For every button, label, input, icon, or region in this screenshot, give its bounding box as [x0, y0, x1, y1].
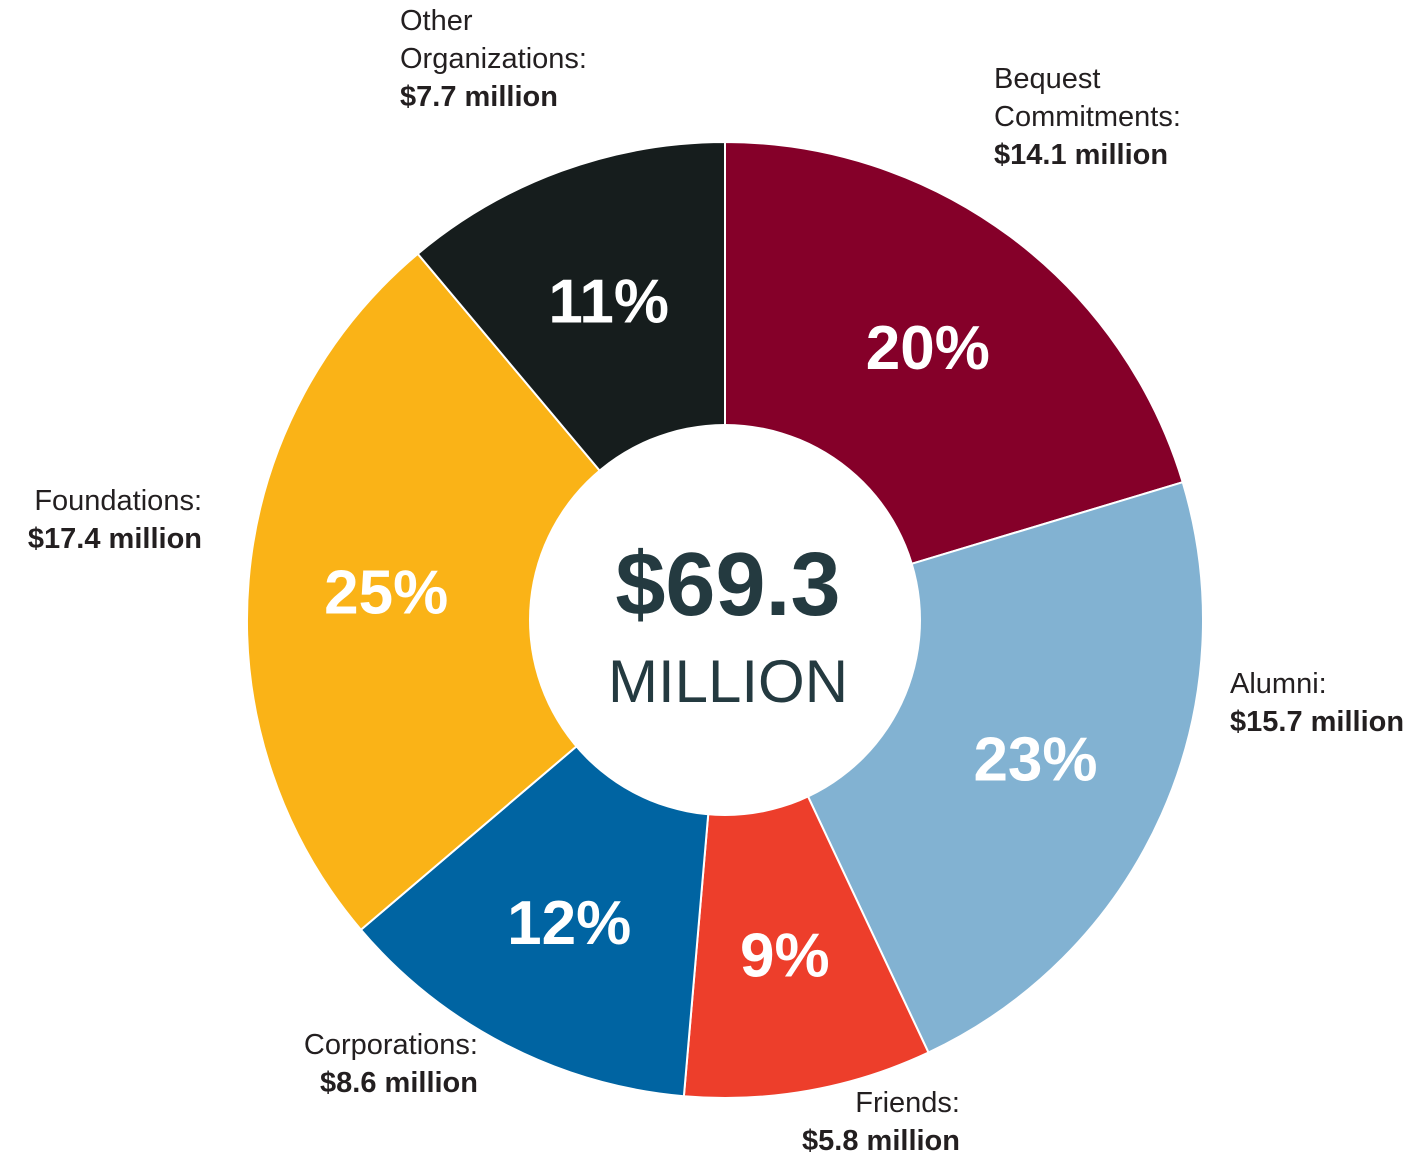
category-name-bequest: Commitments:: [994, 101, 1181, 133]
category-name-other: Organizations:: [400, 43, 587, 75]
category-amount-corporations: $8.6 million: [320, 1067, 478, 1099]
category-amount-other: $7.7 million: [400, 81, 558, 113]
category-amount-friends: $5.8 million: [802, 1125, 960, 1157]
category-label-foundations: Foundations: $17.4 million: [28, 485, 202, 555]
category-name-alumni: Alumni:: [1230, 668, 1327, 700]
category-amount-bequest: $14.1 million: [994, 139, 1168, 171]
slice-foundations: [246, 252, 727, 932]
category-name-bequest: Bequest: [994, 63, 1100, 95]
category-label-bequest: Bequest Commitments: $14.1 million: [994, 63, 1181, 171]
percent-label-alumni: 23%: [973, 725, 1097, 794]
category-name-friends: Friends:: [855, 1087, 960, 1119]
donut-hole: [529, 424, 921, 816]
center-total-amount: $69.3: [615, 535, 840, 635]
category-labels-group: Bequest Commitments: $14.1 million Alumni: $…: [28, 5, 1404, 1157]
percent-label-bequest: 20%: [866, 314, 990, 383]
percent-label-friends: 9%: [740, 922, 830, 991]
percent-label-foundations: 25%: [324, 559, 448, 628]
percent-label-corporations: 12%: [507, 889, 631, 958]
category-name-foundations: Foundations:: [34, 485, 202, 517]
category-amount-foundations: $17.4 million: [28, 523, 202, 555]
category-label-alumni: Alumni: $15.7 million: [1230, 668, 1404, 738]
percent-labels-group: 20% 23% 9% 12% 25% 11%: [324, 268, 1097, 991]
category-label-friends: Friends: $5.8 million: [802, 1087, 960, 1157]
category-label-other: Other Organizations: $7.7 million: [400, 5, 587, 113]
category-amount-alumni: $15.7 million: [1230, 706, 1404, 738]
center-total-unit: MILLION: [608, 648, 848, 715]
category-name-other: Other: [400, 5, 473, 37]
percent-label-other: 11%: [548, 268, 669, 337]
category-label-corporations: Corporations: $8.6 million: [304, 1029, 478, 1099]
category-name-corporations: Corporations:: [304, 1029, 478, 1061]
